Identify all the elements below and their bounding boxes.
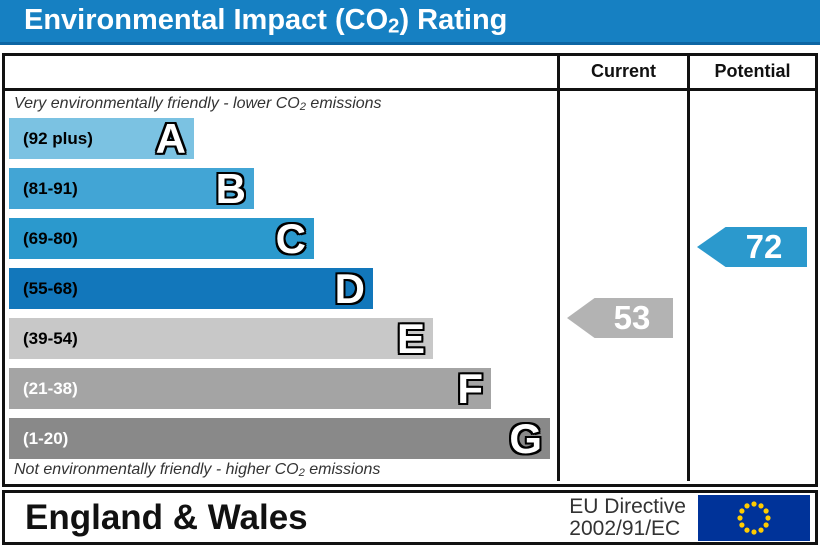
band-a-letter: A xyxy=(155,114,186,162)
bottom-note-subscript: 2 xyxy=(298,467,305,480)
band-e-range: (39-54) xyxy=(23,328,78,348)
band-row-c: (69-80) C xyxy=(9,214,314,262)
band-row-a: (92 plus) A xyxy=(9,114,194,162)
band-d-range: (55-68) xyxy=(23,278,78,298)
current-column-divider xyxy=(557,91,560,481)
bottom-note: Not environmentally friendly - higher CO… xyxy=(14,461,380,479)
band-c-range: (69-80) xyxy=(23,228,78,248)
eu-directive-label: EU Directive 2002/91/EC xyxy=(569,494,686,540)
band-row-d: (55-68) D xyxy=(9,264,373,312)
rating-bands: (92 plus) A (81-91) B (69-80) C (55-68) … xyxy=(9,114,550,462)
band-row-b: (81-91) B xyxy=(9,164,254,212)
band-row-g: (1-20) G xyxy=(9,414,550,462)
rating-table: Current Potential Very environmentally f… xyxy=(2,53,818,487)
column-header-potential: Potential xyxy=(687,56,815,88)
band-b-range: (81-91) xyxy=(23,178,78,198)
co2-subscript: 2 xyxy=(388,15,400,38)
table-header: Current Potential xyxy=(5,56,815,91)
band-row-f: (21-38) F xyxy=(9,364,491,412)
page-title-suffix: ) Rating xyxy=(399,4,508,36)
region-label: England & Wales xyxy=(25,497,308,537)
top-note: Very environmentally friendly - lower CO… xyxy=(14,95,382,113)
page-title: Environmental Impact (CO2) Rating xyxy=(0,0,820,48)
potential-column-divider xyxy=(687,91,690,481)
footer-bar: England & Wales EU Directive 2002/91/EC xyxy=(2,490,818,545)
potential-rating-value: 72 xyxy=(745,228,783,265)
title-bar: Environmental Impact (CO2) Rating xyxy=(0,0,820,45)
current-rating-value: 53 xyxy=(613,299,651,336)
header-spacer-cell xyxy=(5,56,557,88)
band-g-letter: G xyxy=(509,414,542,462)
potential-rating-arrow: 72 xyxy=(697,227,807,267)
page-title-text: Environmental Impact (CO xyxy=(24,4,389,36)
band-f-letter: F xyxy=(457,364,483,412)
top-note-subscript: 2 xyxy=(299,101,306,114)
column-header-current: Current xyxy=(557,56,687,88)
bottom-note-suffix: emissions xyxy=(304,461,381,478)
eu-directive-line1: EU Directive xyxy=(569,494,686,518)
top-note-suffix: emissions xyxy=(305,95,382,112)
current-rating-arrow: 53 xyxy=(567,298,673,338)
band-g-range: (1-20) xyxy=(23,428,69,448)
band-c-letter: C xyxy=(275,214,306,262)
band-e-letter: E xyxy=(396,314,425,362)
band-f-range: (21-38) xyxy=(23,378,78,398)
band-d-letter: D xyxy=(334,264,365,312)
eu-flag-icon xyxy=(698,494,810,541)
band-a-range: (92 plus) xyxy=(23,128,93,148)
top-note-text: Very environmentally friendly - lower CO xyxy=(14,95,300,112)
eu-directive-line2: 2002/91/EC xyxy=(569,516,681,540)
chart-area: Very environmentally friendly - lower CO… xyxy=(5,91,815,481)
band-b-letter: B xyxy=(215,164,246,212)
bottom-note-text: Not environmentally friendly - higher CO xyxy=(14,461,299,478)
band-row-e: (39-54) E xyxy=(9,314,433,362)
